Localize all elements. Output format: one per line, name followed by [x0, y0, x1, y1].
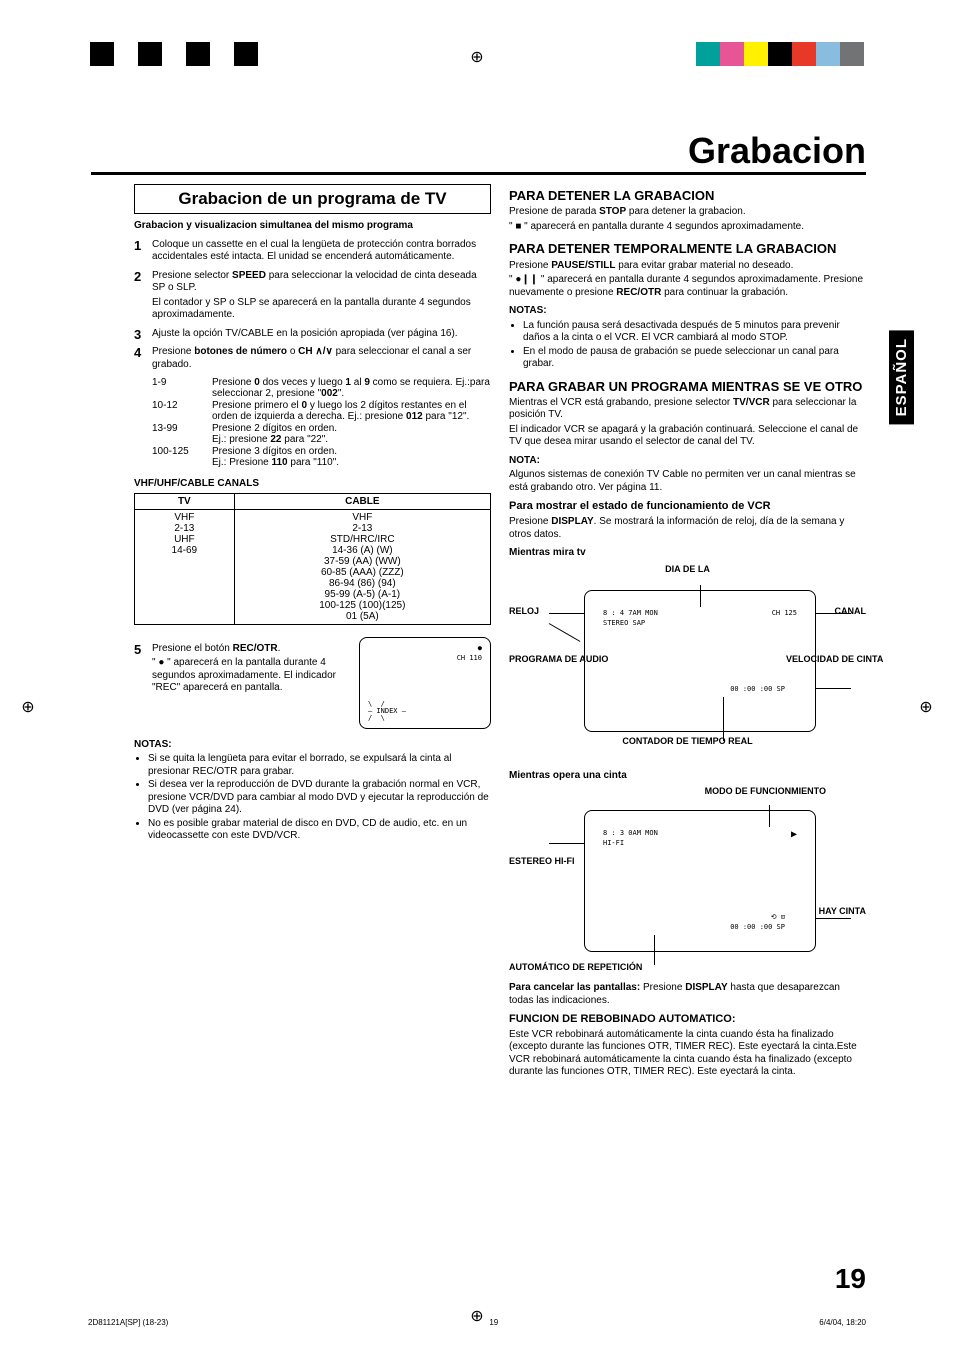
table-header: CABLE — [234, 493, 490, 509]
section-heading: PARA DETENER TEMPORALMENTE LA GRABACION — [509, 241, 866, 257]
osd-clock: 8 : 4 7AM MON — [603, 609, 658, 617]
label-canal: CANAL — [835, 606, 867, 616]
footer-left: 2D81121A[SP] (18-23) — [88, 1318, 168, 1327]
sub-heading: Mientras opera una cinta — [509, 770, 866, 783]
crosshair-icon: ⊕ — [469, 50, 485, 66]
play-icon: ▶ — [791, 829, 797, 840]
osd-screen: 8 : 3 0AM MON HI-FI ▶ ⟲ ⊡ 00 :00 :00 SP — [584, 810, 816, 952]
crosshair-icon: ⊕ — [20, 700, 36, 716]
body-text: Presione PAUSE/STILL para evitar grabar … — [509, 260, 866, 273]
section-heading: FUNCION DE REBOBINADO AUTOMATICO: — [509, 1013, 866, 1027]
osd-tape: ⟲ ⊡ — [771, 913, 785, 921]
section-title-box: Grabacion de un programa de TV — [134, 184, 491, 214]
step-text: Presione selector SPEED para seleccionar… — [152, 270, 491, 295]
osd-clock: 8 : 3 0AM MON — [603, 829, 658, 837]
notes-list: La función pausa será desactivada despué… — [509, 320, 866, 371]
step-text: Coloque un cassette en el cual la lengüe… — [152, 239, 491, 264]
list-item: Si se quita la lengüeta para evitar el b… — [148, 753, 491, 778]
page: ⊕ ⊕ ⊕ ⊕ Grabacion ESPAÑOL Grabacion de u… — [0, 0, 954, 1351]
page-title: Grabacion — [91, 130, 866, 175]
registration-bars-left — [90, 42, 258, 66]
step-text: Ajuste la opción TV/CABLE en la posición… — [152, 328, 491, 341]
notes-title: NOTA: — [509, 455, 866, 468]
channels-table: TV CABLE VHF 2-13 UHF 14-69 VHF 2-13 STD… — [134, 493, 491, 625]
section-heading: Para mostrar el estado de funcionamiento… — [509, 500, 866, 514]
body-text: " ●❙❙ " aparecerá en pantalla durante 4 … — [509, 274, 866, 299]
body-text: Para cancelar las pantallas: Presione DI… — [509, 982, 866, 1007]
right-column: PARA DETENER LA GRABACION Presione de pa… — [509, 180, 866, 1081]
step-text: El contador y SP o SLP se aparecerá en l… — [152, 297, 491, 322]
list-item: En el modo de pausa de grabación se pued… — [523, 346, 866, 371]
osd-stereo: STEREO SAP — [603, 619, 645, 627]
footer-center: 19 — [489, 1318, 498, 1327]
body-text: Presione DISPLAY. Se mostrará la informa… — [509, 516, 866, 541]
osd-time: 00 :00 :00 SP — [730, 685, 785, 693]
list-item: La función pausa será desactivada despué… — [523, 320, 866, 345]
step-1: 1 Coloque un cassette en el cual la leng… — [134, 239, 491, 264]
subheading: Grabacion y visualizacion simultanea del… — [134, 220, 491, 233]
osd-diagram-2: MODO DE FUNCIONMIENTO ESTEREO HI-FI HAY … — [509, 786, 866, 976]
section-heading: PARA GRABAR UN PROGRAMA MIENTRAS SE VE O… — [509, 379, 866, 395]
notes-title: NOTAS: — [134, 739, 491, 752]
table-cell: VHF 2-13 STD/HRC/IRC 14-36 (A) (W) 37-59… — [234, 509, 490, 624]
label-auto: AUTOMÁTICO DE REPETICIÓN — [509, 962, 642, 972]
list-item: Si desea ver la reproducción de DVD dura… — [148, 779, 491, 817]
sub-heading: Mientras mira tv — [509, 547, 866, 560]
footer: 2D81121A[SP] (18-23) 19 6/4/04, 18:20 — [88, 1318, 866, 1327]
tv-screen-diagram: ● CH 110 \ / — INDEX — / \ — [359, 637, 491, 729]
record-icon: ● — [478, 644, 482, 652]
body-text: " ■ " aparecerá en pantalla durante 4 se… — [509, 221, 866, 234]
step-text: Presione el botón REC/OTR. — [152, 643, 349, 656]
notes-title: NOTAS: — [509, 305, 866, 318]
body-text: El indicador VCR se apagará y la grabaci… — [509, 424, 866, 449]
body-text: Algunos sistemas de conexión TV Cable no… — [509, 469, 866, 494]
body-text: Este VCR rebobinará automáticamente la c… — [509, 1029, 866, 1079]
step-3: 3 Ajuste la opción TV/CABLE en la posici… — [134, 328, 491, 341]
table-cell: VHF 2-13 UHF 14-69 — [135, 509, 235, 624]
table-header: TV — [135, 493, 235, 509]
step-5: 5 Presione el botón REC/OTR. " ● " apare… — [134, 643, 349, 695]
osd-diagram-1: DIA DE LA RELOJ CANAL PROGRAMA DE AUDIO … — [509, 564, 866, 764]
page-number: 19 — [835, 1263, 866, 1295]
step-text: Presione botones de número o CH ∧/∨ para… — [152, 346, 491, 371]
step-5-row: 5 Presione el botón REC/OTR. " ● " apare… — [134, 637, 491, 729]
label-modo: MODO DE FUNCIONMIENTO — [705, 786, 826, 796]
label-dia: DIA DE LA — [665, 564, 710, 574]
osd-screen: 8 : 4 7AM MON STEREO SAP CH 125 00 :00 :… — [584, 590, 816, 732]
label-contador: CONTADOR DE TIEMPO REAL — [622, 736, 752, 746]
osd-index: \ / — INDEX — / \ — [368, 701, 406, 722]
notes-list: Si se quita la lengüeta para evitar el b… — [134, 753, 491, 843]
body-text: Mientras el VCR está grabando, presione … — [509, 397, 866, 422]
registration-bars-right — [696, 42, 864, 66]
list-item: No es posible grabar material de disco e… — [148, 818, 491, 843]
footer-right: 6/4/04, 18:20 — [819, 1318, 866, 1327]
content-columns: Grabacion de un programa de TV Grabacion… — [88, 180, 866, 1081]
label-estereo: ESTEREO HI-FI — [509, 856, 569, 866]
left-column: Grabacion de un programa de TV Grabacion… — [88, 180, 491, 1081]
osd-time: 00 :00 :00 SP — [730, 923, 785, 931]
step-4: 4 Presione botones de número o CH ∧/∨ pa… — [134, 346, 491, 371]
channel-list: 1-9Presione 0 dos veces y luego 1 al 9 c… — [152, 377, 491, 468]
label-programa: PROGRAMA DE AUDIO — [509, 654, 579, 664]
section-heading: PARA DETENER LA GRABACION — [509, 188, 866, 204]
osd-hifi: HI-FI — [603, 839, 624, 847]
language-tab: ESPAÑOL — [889, 330, 914, 424]
crosshair-icon: ⊕ — [918, 700, 934, 716]
body-text: Presione de parada STOP para detener la … — [509, 206, 866, 219]
label-reloj: RELOJ — [509, 606, 539, 616]
step-text: " ● " aparecerá en la pantalla durante 4… — [152, 657, 349, 695]
step-2: 2 Presione selector SPEED para seleccion… — [134, 270, 491, 322]
osd-channel: CH 125 — [772, 609, 797, 617]
osd-channel: CH 110 — [457, 654, 482, 662]
table-title: VHF/UHF/CABLE CANALS — [134, 478, 491, 491]
label-hay: HAY CINTA — [819, 906, 866, 916]
